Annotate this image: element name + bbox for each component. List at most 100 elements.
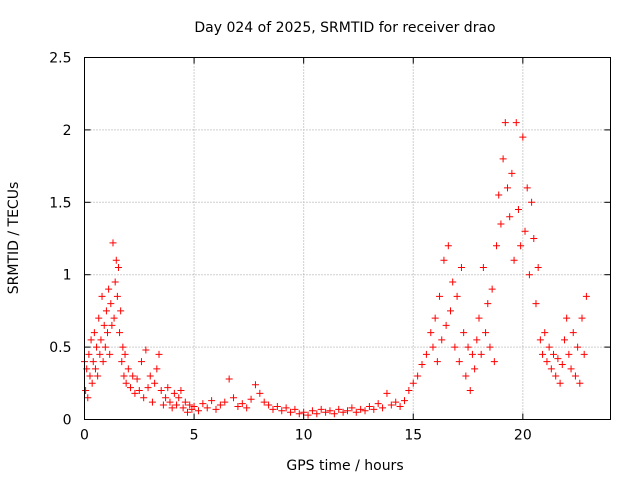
data-point: [578, 314, 586, 322]
data-point: [534, 263, 542, 271]
y-axis-label: SRMTID / TECUs: [6, 182, 22, 295]
data-point: [133, 375, 141, 383]
data-point: [482, 329, 490, 337]
data-point: [344, 407, 351, 415]
data-point: [576, 379, 584, 387]
data-point: [466, 387, 474, 395]
data-point: [108, 321, 116, 329]
data-point: [490, 358, 498, 366]
chart-title: Day 024 of 2025, SRMTID for receiver dra…: [194, 20, 495, 36]
data-point: [190, 402, 198, 410]
data-point: [414, 372, 422, 380]
data-point: [582, 292, 590, 300]
data-point: [521, 227, 529, 235]
data-point: [477, 350, 485, 358]
data-point: [436, 292, 444, 300]
data-point: [124, 365, 132, 373]
data-point: [251, 381, 259, 389]
data-point: [475, 314, 483, 322]
data-point: [484, 300, 492, 308]
data-point: [455, 358, 463, 366]
data-point: [238, 400, 246, 408]
data-point: [400, 397, 408, 405]
data-point: [539, 350, 547, 358]
data-point: [554, 355, 562, 363]
data-point: [101, 343, 109, 351]
data-point: [109, 239, 117, 247]
x-tick-label: 5: [190, 428, 199, 444]
data-point: [122, 379, 130, 387]
data-point: [131, 389, 139, 397]
data-point: [317, 405, 325, 413]
data-point: [234, 402, 242, 410]
data-point: [442, 321, 450, 329]
data-point: [184, 408, 192, 416]
data-point: [550, 350, 558, 358]
data-point: [186, 401, 194, 409]
data-point: [440, 256, 448, 264]
data-point: [113, 292, 121, 300]
data-point: [541, 329, 549, 337]
data-point: [93, 343, 101, 351]
data-point: [140, 394, 148, 402]
data-point: [85, 350, 93, 358]
data-point: [558, 360, 566, 368]
data-point: [438, 336, 446, 344]
data-point: [451, 343, 459, 351]
data-point: [159, 401, 167, 409]
data-point: [429, 343, 437, 351]
data-point: [282, 404, 290, 412]
data-point: [230, 394, 238, 402]
data-point: [265, 401, 273, 409]
data-point: [571, 372, 579, 380]
data-point: [127, 384, 135, 392]
data-point: [530, 235, 538, 242]
data-point: [273, 402, 281, 410]
data-point: [479, 263, 487, 271]
data-point: [497, 220, 505, 228]
data-point: [525, 271, 533, 279]
data-point: [221, 398, 229, 406]
data-point: [116, 329, 124, 337]
data-point: [208, 397, 216, 405]
data-point: [335, 405, 343, 413]
data-point: [112, 256, 120, 264]
data-point: [460, 329, 468, 337]
data-point: [569, 329, 577, 337]
data-point: [387, 401, 395, 409]
data-point: [523, 184, 531, 192]
data-point: [370, 405, 378, 413]
y-tick-label: 2.5: [49, 51, 71, 67]
data-point: [91, 365, 99, 373]
data-point: [87, 336, 95, 344]
data-point: [517, 242, 525, 250]
data-point: [100, 321, 108, 329]
data-point: [506, 213, 514, 221]
axis-ticks: 0 5 10 15 20 0 0.5 1 1.5 2 2.5: [49, 51, 611, 444]
data-point: [499, 155, 507, 163]
data-point: [287, 408, 295, 416]
data-point: [135, 387, 143, 395]
data-point: [291, 405, 299, 413]
y-tick-label: 0.5: [49, 340, 71, 356]
data-point: [243, 404, 251, 412]
data-point: [464, 343, 472, 351]
data-point: [580, 350, 588, 358]
data-point: [153, 365, 161, 373]
data-point: [457, 263, 465, 271]
data-point: [95, 314, 103, 322]
grid: [84, 57, 611, 420]
data-point: [322, 408, 330, 416]
data-point: [104, 329, 112, 337]
data-points: [81, 119, 590, 419]
data-point: [453, 292, 461, 300]
data-point: [256, 389, 264, 397]
data-point: [179, 404, 187, 412]
data-point: [493, 242, 501, 250]
data-point: [348, 404, 356, 412]
data-point: [352, 408, 360, 416]
data-point: [468, 350, 476, 358]
data-point: [304, 411, 312, 419]
data-point: [330, 410, 338, 418]
